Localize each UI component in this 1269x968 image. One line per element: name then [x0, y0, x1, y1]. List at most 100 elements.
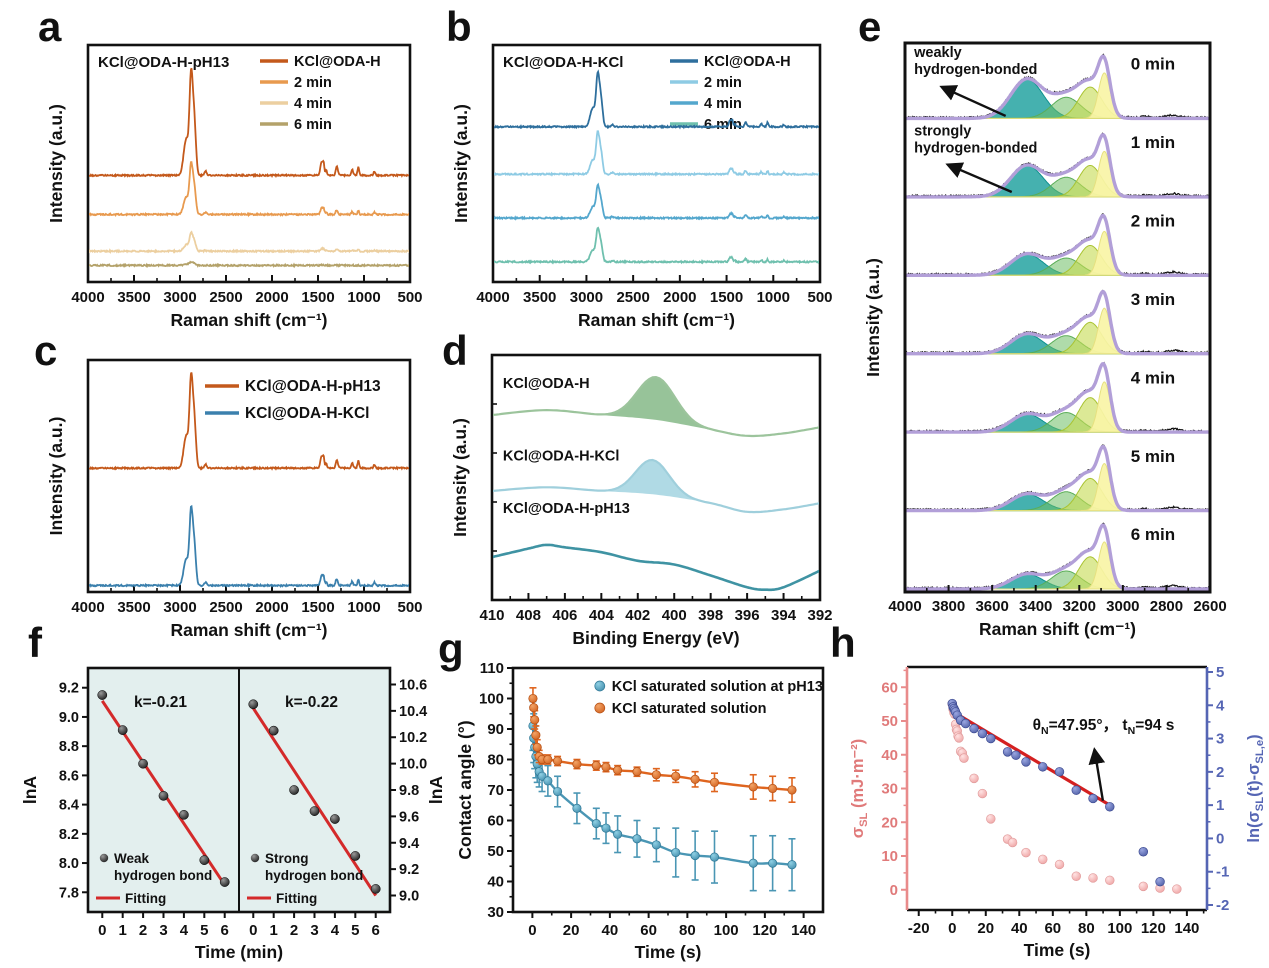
svg-text:σSL (mJ·m⁻²): σSL (mJ·m⁻²) [849, 739, 870, 838]
svg-text:hydrogen-bonded: hydrogen-bonded [914, 62, 1037, 78]
svg-text:Raman shift (cm⁻¹): Raman shift (cm⁻¹) [170, 620, 327, 640]
panel-letter-h: h [830, 619, 856, 666]
svg-text:9.4: 9.4 [399, 836, 419, 852]
panel-letter-a: a [38, 3, 62, 50]
svg-text:10.2: 10.2 [399, 730, 427, 746]
svg-text:80: 80 [1078, 920, 1095, 937]
svg-text:Intensity (a.u.): Intensity (a.u.) [46, 104, 66, 223]
svg-text:398: 398 [698, 607, 723, 624]
svg-text:80: 80 [487, 752, 504, 769]
svg-text:0: 0 [948, 920, 956, 937]
panel-letter-g: g [438, 625, 464, 672]
svg-text:2600: 2600 [1193, 598, 1226, 615]
svg-text:3400: 3400 [1019, 598, 1052, 615]
svg-text:Time (min): Time (min) [195, 942, 283, 962]
svg-text:408: 408 [516, 607, 541, 624]
svg-text:404: 404 [589, 607, 615, 624]
svg-text:1000: 1000 [347, 599, 380, 616]
svg-text:3500: 3500 [117, 289, 150, 306]
svg-text:10.0: 10.0 [399, 757, 427, 773]
svg-text:9.0: 9.0 [59, 710, 79, 726]
svg-text:50: 50 [487, 843, 504, 860]
svg-text:40: 40 [881, 747, 898, 764]
svg-text:6 min: 6 min [294, 117, 332, 133]
svg-text:Strong: Strong [265, 851, 309, 866]
svg-text:-20: -20 [908, 920, 930, 937]
svg-text:2500: 2500 [209, 289, 242, 306]
svg-text:100: 100 [714, 922, 739, 939]
svg-text:4: 4 [180, 922, 189, 939]
panel-letter-c: c [34, 327, 58, 374]
svg-text:100: 100 [479, 691, 504, 708]
svg-text:Intensity (a.u.): Intensity (a.u.) [450, 418, 470, 537]
svg-text:8.2: 8.2 [59, 827, 79, 843]
panel-letter-f: f [28, 619, 42, 666]
panel-letter-b: b [446, 3, 472, 50]
svg-text:Time (s): Time (s) [635, 942, 702, 962]
svg-text:2: 2 [290, 922, 298, 939]
svg-text:400: 400 [662, 607, 687, 624]
svg-text:140: 140 [791, 922, 816, 939]
svg-text:Intensity (a.u.): Intensity (a.u.) [863, 258, 883, 377]
svg-text:2: 2 [139, 922, 147, 939]
svg-text:-1: -1 [1216, 864, 1229, 881]
svg-text:100: 100 [1107, 920, 1132, 937]
svg-text:70: 70 [487, 782, 504, 799]
svg-text:0: 0 [1216, 830, 1224, 847]
svg-text:Weak: Weak [114, 851, 150, 866]
svg-text:4000: 4000 [71, 599, 104, 616]
svg-text:4: 4 [331, 922, 340, 939]
svg-text:k=-0.22: k=-0.22 [285, 694, 338, 711]
svg-text:5: 5 [1216, 664, 1224, 681]
svg-text:9.0: 9.0 [399, 889, 419, 905]
svg-text:2 min: 2 min [704, 75, 742, 91]
svg-text:2000: 2000 [255, 599, 288, 616]
svg-text:6: 6 [221, 922, 229, 939]
svg-text:hydrogen bond: hydrogen bond [265, 868, 363, 883]
svg-text:1 min: 1 min [1131, 133, 1175, 152]
svg-text:KCl@ODA-H-KCl: KCl@ODA-H-KCl [245, 405, 369, 422]
svg-text:4000: 4000 [476, 289, 509, 306]
svg-text:402: 402 [625, 607, 650, 624]
svg-text:ln(σSL(t)-σSL,e): ln(σSL(t)-σSL,e) [1245, 734, 1266, 842]
svg-text:60: 60 [640, 922, 657, 939]
svg-text:2500: 2500 [209, 599, 242, 616]
svg-text:120: 120 [752, 922, 777, 939]
svg-text:3: 3 [159, 922, 167, 939]
svg-text:Fitting: Fitting [276, 891, 317, 906]
svg-text:80: 80 [679, 922, 696, 939]
svg-text:3200: 3200 [1063, 598, 1096, 615]
svg-text:20: 20 [977, 920, 994, 937]
svg-text:40: 40 [602, 922, 619, 939]
svg-text:500: 500 [397, 289, 422, 306]
svg-text:0: 0 [528, 922, 536, 939]
svg-text:3500: 3500 [523, 289, 556, 306]
svg-text:60: 60 [881, 679, 898, 696]
svg-text:KCl saturated solution at pH13: KCl saturated solution at pH13 [612, 679, 823, 695]
svg-text:1500: 1500 [710, 289, 743, 306]
svg-text:hydrogen-bonded: hydrogen-bonded [914, 141, 1037, 157]
svg-text:Raman shift (cm⁻¹): Raman shift (cm⁻¹) [979, 619, 1136, 639]
svg-text:KCl@ODA-H-pH13: KCl@ODA-H-pH13 [245, 378, 381, 395]
svg-text:392: 392 [807, 607, 832, 624]
svg-text:8.8: 8.8 [59, 739, 79, 755]
svg-text:406: 406 [552, 607, 577, 624]
svg-text:2500: 2500 [616, 289, 649, 306]
svg-text:8.0: 8.0 [59, 856, 79, 872]
svg-text:2000: 2000 [663, 289, 696, 306]
svg-text:-2: -2 [1216, 897, 1229, 914]
svg-text:3500: 3500 [117, 599, 150, 616]
svg-text:Time (s): Time (s) [1024, 940, 1091, 960]
svg-text:0: 0 [249, 922, 257, 939]
svg-text:40: 40 [1011, 920, 1028, 937]
svg-text:110: 110 [480, 660, 504, 677]
svg-text:0 min: 0 min [1131, 55, 1175, 74]
svg-text:1500: 1500 [301, 599, 334, 616]
svg-text:9.2: 9.2 [59, 681, 79, 697]
svg-text:1500: 1500 [301, 289, 334, 306]
svg-text:7.8: 7.8 [59, 885, 79, 901]
svg-text:10: 10 [881, 848, 898, 865]
svg-text:20: 20 [881, 814, 898, 831]
